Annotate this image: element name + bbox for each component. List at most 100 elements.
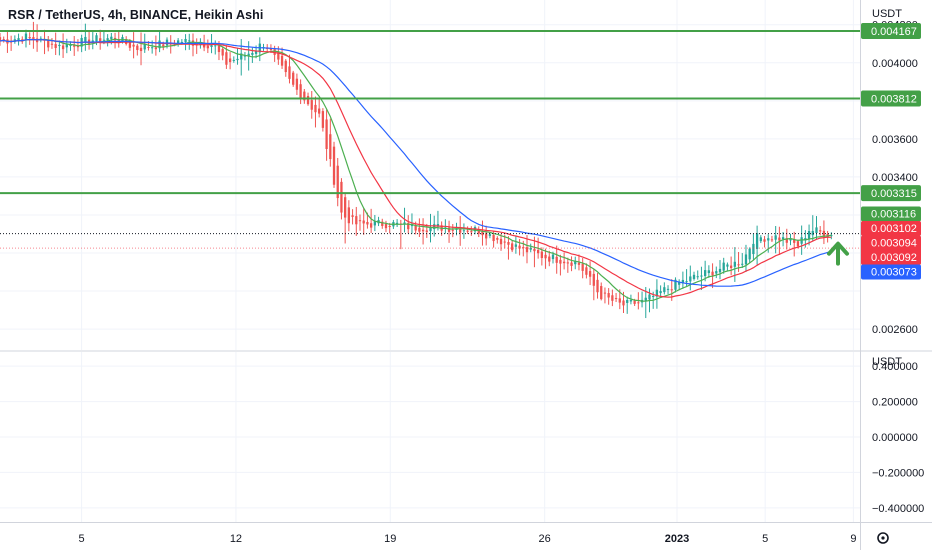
- candle-body: [522, 247, 525, 249]
- price-tag-label: 0.003073: [871, 267, 917, 279]
- candle-body: [659, 291, 662, 294]
- candle-body: [132, 44, 135, 47]
- candle-body: [407, 223, 410, 230]
- time-axis-tick: 12: [230, 533, 242, 545]
- price-tag-label: 0.003094: [871, 238, 917, 250]
- candle-body: [84, 36, 87, 43]
- level-tag[interactable]: [861, 185, 921, 202]
- candle-body: [366, 221, 369, 225]
- candle-body: [336, 165, 339, 199]
- candle-body: [536, 249, 540, 254]
- level-tag-label: 0.003812: [871, 94, 917, 106]
- candle-body: [744, 254, 748, 265]
- candle-body: [626, 299, 629, 303]
- candle-body: [648, 294, 651, 300]
- candle-body: [726, 264, 729, 267]
- candle-body: [388, 225, 391, 227]
- candle-body: [778, 237, 781, 241]
- candle-body: [459, 229, 462, 233]
- candle-body: [91, 40, 94, 42]
- candle-body: [596, 279, 599, 293]
- candle-body: [770, 239, 774, 241]
- candle-body: [332, 146, 336, 185]
- candle-body: [574, 261, 577, 265]
- candle-body: [663, 287, 666, 293]
- candle-body: [577, 262, 581, 265]
- candle-body: [95, 35, 98, 42]
- candle-body: [678, 282, 681, 285]
- level-tag[interactable]: [861, 90, 921, 107]
- candle-body: [566, 262, 569, 264]
- candle-body: [470, 231, 473, 233]
- candle-body: [570, 262, 573, 266]
- candle-body: [381, 221, 384, 226]
- candle-body: [644, 297, 647, 302]
- price-tag[interactable]: [861, 264, 921, 280]
- candle-body: [767, 238, 770, 241]
- candle-body: [310, 100, 313, 110]
- candle-body: [562, 261, 566, 264]
- candle-body: [507, 242, 510, 245]
- candle-body: [793, 239, 796, 243]
- candle-body: [318, 108, 321, 114]
- candle-body: [217, 45, 221, 53]
- candle-body: [637, 302, 640, 304]
- candle-body: [689, 276, 692, 282]
- gear-icon[interactable]: [877, 532, 889, 544]
- candle-body: [481, 231, 484, 236]
- candle-body: [759, 237, 762, 242]
- candle-body: [128, 41, 132, 48]
- candle-body: [73, 45, 76, 47]
- candle-body: [819, 230, 822, 232]
- candle-body: [221, 48, 224, 56]
- candle-body: [325, 119, 328, 149]
- candle-body: [748, 248, 751, 260]
- candle-body: [28, 37, 31, 39]
- price-tag[interactable]: [861, 221, 921, 236]
- candle-body: [451, 229, 454, 231]
- candle-body: [533, 248, 536, 252]
- candle-body: [685, 281, 688, 283]
- candle-body: [418, 227, 421, 232]
- candle-body: [139, 47, 143, 52]
- candle-body: [511, 243, 514, 251]
- candle-body: [76, 45, 80, 48]
- candle-body: [718, 268, 722, 273]
- candle-body: [607, 293, 610, 298]
- ma-line-40: [0, 38, 832, 287]
- candle-body: [729, 265, 733, 269]
- candle-body: [774, 235, 777, 240]
- price-tag[interactable]: [861, 250, 921, 265]
- candle-body: [629, 300, 633, 302]
- level-tag[interactable]: [861, 23, 921, 40]
- candle-body: [180, 41, 183, 43]
- price-tag[interactable]: [861, 206, 921, 222]
- indicator-axis-tick: 0.200000: [872, 397, 918, 409]
- candle-body: [503, 241, 506, 243]
- candle-body: [807, 231, 811, 240]
- candle-body: [674, 279, 677, 290]
- candle-body: [588, 271, 592, 277]
- candle-body: [715, 271, 718, 274]
- candle-body: [622, 300, 625, 306]
- candle-body: [692, 274, 696, 279]
- indicator-axis-tick: 0.400000: [872, 361, 918, 373]
- candle-body: [299, 84, 302, 99]
- gear-icon-center: [881, 536, 885, 540]
- candle-body: [822, 230, 826, 238]
- time-axis-tick: 2023: [665, 533, 689, 545]
- candle-body: [355, 216, 358, 225]
- indicator-axis-tick: 0.000000: [872, 432, 918, 444]
- candle-body: [106, 38, 109, 40]
- candle-body: [351, 215, 354, 217]
- candle-body: [514, 244, 518, 247]
- price-tag-label: 0.003092: [871, 252, 917, 264]
- candle-body: [369, 223, 373, 228]
- candle-body: [737, 264, 740, 266]
- candle-body: [280, 55, 284, 66]
- candle-body: [61, 45, 65, 50]
- ma-line-10: [0, 38, 832, 302]
- candle-body: [752, 243, 755, 255]
- candle-body: [781, 237, 785, 240]
